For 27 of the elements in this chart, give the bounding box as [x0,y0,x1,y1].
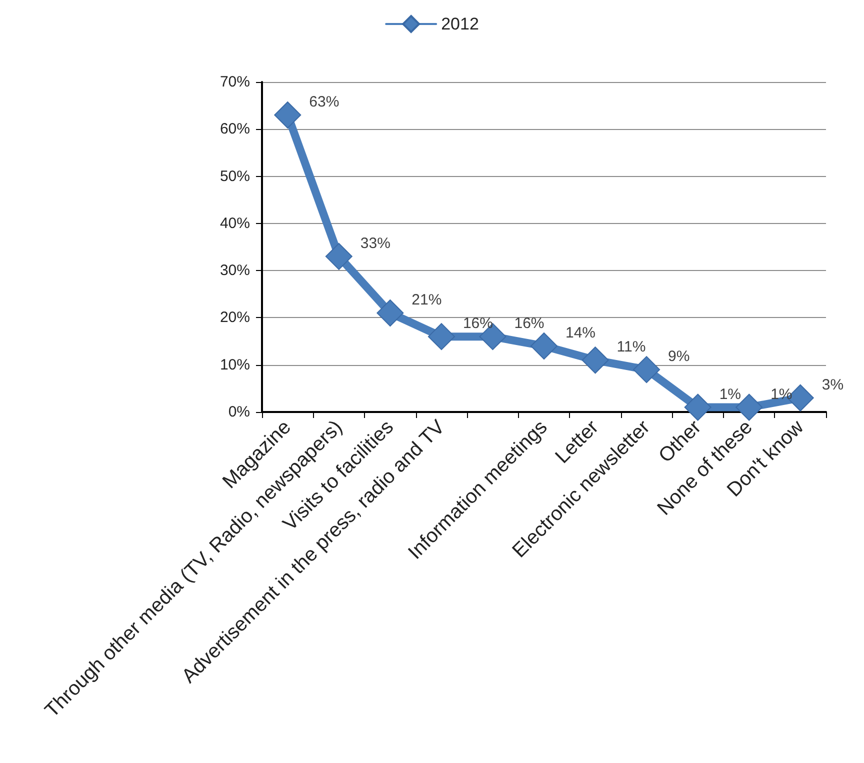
legend-label: 2012 [441,14,479,34]
data-label: 21% [412,292,442,308]
data-label: 63% [309,94,340,110]
point [274,102,302,128]
y-tick-label: 0% [228,404,250,420]
point [633,356,660,384]
data-label: 9% [668,348,690,366]
data-label: 14% [566,324,596,342]
y-tick-label: 10% [220,356,250,374]
data-label: 1% [719,386,742,403]
y-tick-label: 30% [220,262,250,280]
point [325,242,352,270]
data-label: 16% [514,315,544,332]
point [428,323,455,350]
y-tick-label: 20% [220,309,250,326]
point [530,332,558,360]
point [684,394,712,421]
point [376,300,404,326]
y-tick-label: 50% [220,168,250,185]
data-label: 11% [616,338,646,356]
y-tick-label: 70% [220,74,250,90]
data-label: 16% [462,315,493,332]
y-tick-label: 60% [220,120,250,138]
point [582,346,609,374]
data-label: 33% [360,234,390,252]
data-label: 3% [822,376,844,394]
y-tick-label: 40% [220,214,250,232]
